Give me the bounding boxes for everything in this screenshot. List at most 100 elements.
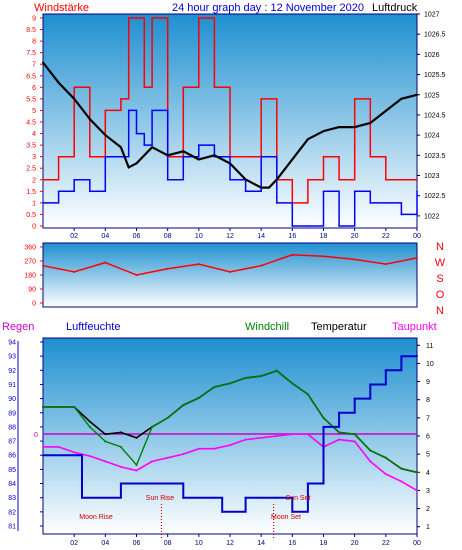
temperatur-point bbox=[88, 420, 91, 423]
direction-series bbox=[42, 253, 418, 276]
pressure-point bbox=[182, 150, 185, 153]
wind-strength-label: Windstärke bbox=[34, 2, 89, 14]
windchill-point bbox=[42, 405, 44, 408]
legend-luftfeuchte: Luftfeuchte bbox=[66, 321, 120, 333]
direction-letter: N bbox=[436, 305, 444, 317]
pressure-point bbox=[291, 158, 294, 161]
direction-point bbox=[104, 261, 107, 264]
wind-mean-point bbox=[338, 225, 340, 227]
direction-tick-label: 360 bbox=[24, 245, 36, 252]
temperature-series: 0 bbox=[34, 355, 418, 513]
taupunkt-point bbox=[213, 447, 216, 450]
pressure-point bbox=[104, 134, 107, 137]
wind-tick-label: 2.5 bbox=[26, 166, 36, 173]
windchill-point bbox=[151, 425, 154, 428]
taupunkt-point bbox=[42, 445, 44, 448]
luftfeuchte-point bbox=[260, 496, 263, 499]
time-tick-label: 06 bbox=[133, 540, 141, 547]
pressure-point bbox=[416, 93, 418, 96]
pressure-axis: 1022 1022.5 1023 1023.5 1024 1024.5 1025 1025.5… bbox=[417, 12, 446, 220]
direction-point bbox=[73, 270, 76, 273]
pressure-point bbox=[127, 166, 130, 169]
taupunkt-point bbox=[400, 480, 403, 483]
humidity-axis: 81 82 83 84 85 86 87 88 89 90 91 92 93 94 bbox=[8, 340, 43, 531]
wind-gust-point bbox=[353, 98, 356, 100]
wind-mean-point bbox=[135, 132, 138, 135]
taupunkt-point bbox=[416, 489, 418, 492]
wind-gust-point bbox=[182, 86, 185, 89]
pressure-point bbox=[267, 186, 270, 189]
wind-tick-label: 6.5 bbox=[26, 73, 36, 80]
wind-mean-point bbox=[244, 190, 247, 193]
legend-windchill: Windchill bbox=[245, 321, 289, 333]
time-tick-label: 16 bbox=[288, 233, 296, 240]
time-tick-label: 12 bbox=[226, 540, 234, 547]
windchill-point bbox=[104, 440, 107, 443]
humidity-tick-label: 89 bbox=[8, 410, 16, 417]
humidity-tick-label: 84 bbox=[8, 481, 16, 488]
windchill-point bbox=[229, 382, 231, 385]
wind-axis: 0 0.5 1 1.5 2 2.5 3 3.5 4 4.5 5 5.5 6 6.5 7 7.5 8 8.5 9 bbox=[26, 16, 43, 231]
taupunkt-point bbox=[260, 436, 263, 439]
wind-tick-label: 9 bbox=[32, 16, 36, 23]
pressure-point bbox=[73, 97, 76, 100]
wind-gust-point bbox=[260, 98, 262, 100]
wind-tick-label: 8 bbox=[32, 39, 36, 46]
windchill-point bbox=[369, 449, 372, 452]
temperature-axis: 1 2 3 4 5 6 7 8 9 10 11 bbox=[417, 343, 434, 531]
taupunkt-point bbox=[369, 460, 372, 463]
pressure-point bbox=[166, 154, 169, 157]
wind-gust-point bbox=[73, 86, 75, 89]
wind-tick-label: 0.5 bbox=[26, 212, 36, 219]
wind-gust-point bbox=[198, 17, 200, 19]
wind-gust-point bbox=[42, 178, 44, 181]
luftfeuchte-point bbox=[138, 482, 141, 485]
wind-mean-point bbox=[369, 202, 372, 204]
wind-tick-label: 8.5 bbox=[26, 27, 36, 34]
wind-mean-point bbox=[42, 202, 44, 204]
pressure-point bbox=[384, 109, 387, 112]
direction-point bbox=[197, 263, 200, 266]
wind-tick-label: 7 bbox=[32, 62, 36, 69]
direction-point bbox=[229, 270, 231, 273]
pressure-point bbox=[244, 178, 247, 181]
wind-mean-point bbox=[400, 213, 403, 216]
direction-tick-label: 90 bbox=[28, 287, 36, 294]
pressure-tick-label: 1025.5 bbox=[424, 72, 446, 79]
pressure-point bbox=[42, 61, 44, 64]
luftfeuchte-point bbox=[182, 496, 185, 499]
pressure-point bbox=[353, 126, 356, 129]
legend-regen: Regen bbox=[2, 321, 34, 333]
pressure-point bbox=[213, 154, 216, 157]
windchill-point bbox=[400, 467, 403, 470]
temperature-tick-label: 5 bbox=[426, 452, 430, 459]
windchill-point bbox=[322, 416, 325, 419]
wind-tick-label: 4 bbox=[32, 131, 36, 138]
windchill-point bbox=[291, 382, 294, 385]
humidity-tick-label: 92 bbox=[8, 368, 16, 375]
wind-mean-point bbox=[120, 155, 122, 158]
wind-direction-panel bbox=[42, 242, 418, 308]
taupunkt-point bbox=[104, 460, 107, 463]
time-tick-label: 18 bbox=[320, 233, 328, 240]
wind-gust-point bbox=[120, 98, 122, 100]
wind-gust-point bbox=[151, 17, 153, 19]
taupunkt-point bbox=[119, 465, 122, 468]
taupunkt-point bbox=[244, 438, 247, 441]
windchill-point bbox=[135, 464, 138, 467]
time-axis-1: 02 04 06 08 10 12 14 16 18 20 22 00 bbox=[70, 228, 421, 240]
pressure-point bbox=[400, 97, 403, 100]
pressure-point bbox=[322, 130, 325, 133]
pressure-point bbox=[119, 146, 122, 149]
pressure-label: Luftdruck bbox=[372, 2, 418, 14]
luftfeuchte-point bbox=[244, 496, 247, 499]
pressure-point bbox=[57, 81, 60, 84]
windchill-point bbox=[73, 405, 76, 408]
humidity-tick-label: 85 bbox=[8, 467, 16, 474]
temperature-tick-label: 8 bbox=[426, 397, 430, 404]
pressure-tick-label: 1022 bbox=[424, 213, 440, 220]
windchill-point bbox=[306, 393, 309, 396]
chart-title: 24 hour graph day : 12 November 2020 bbox=[172, 2, 364, 14]
taupunkt-point bbox=[73, 451, 76, 454]
